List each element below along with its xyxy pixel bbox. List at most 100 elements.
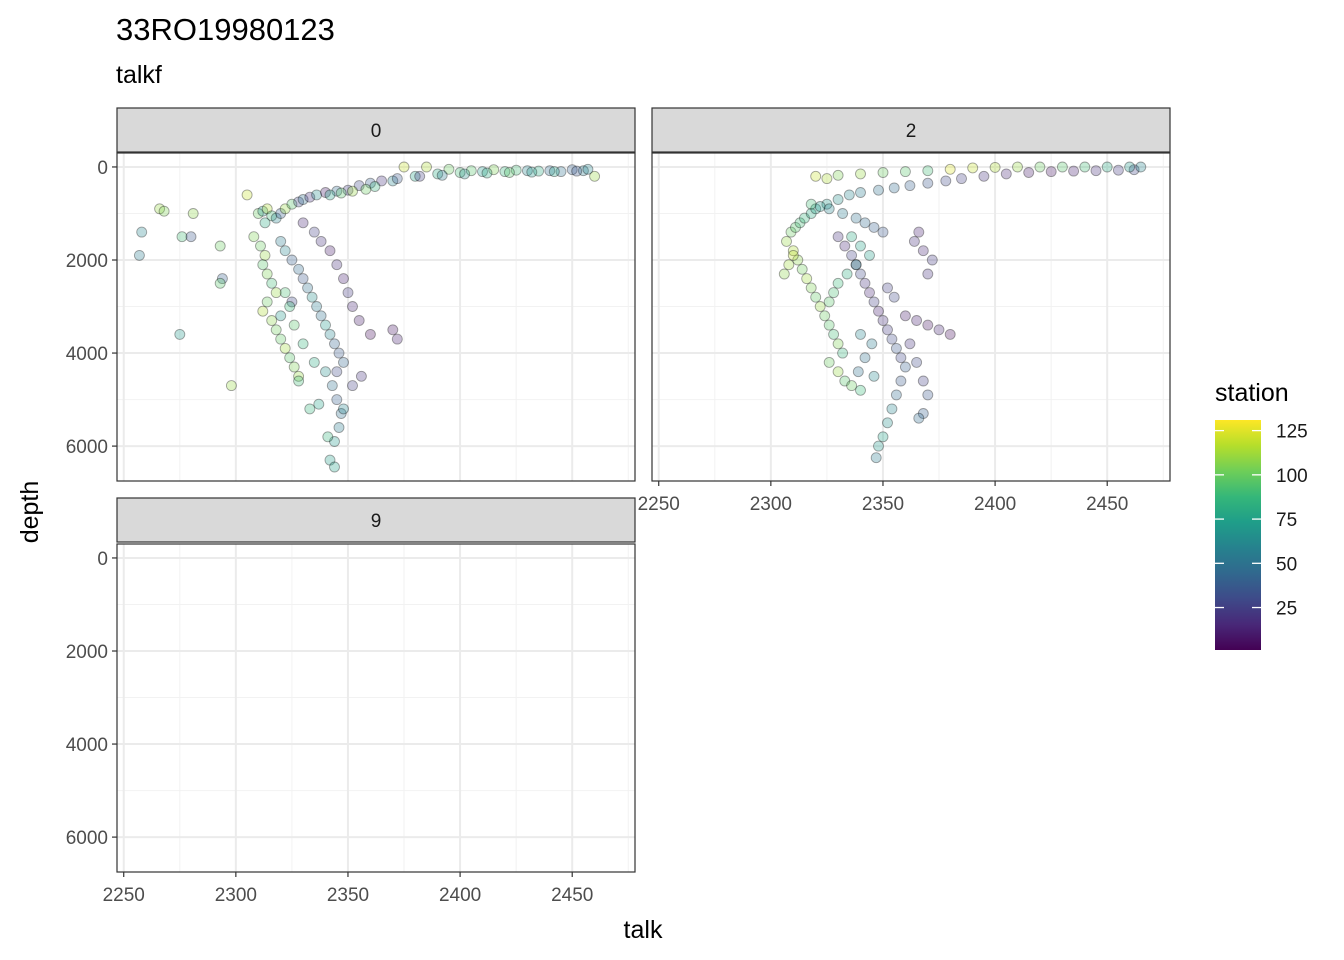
data-point: [279, 342, 291, 354]
data-point: [787, 245, 799, 257]
data-point: [270, 324, 282, 336]
data-point: [364, 328, 376, 340]
data-point: [890, 389, 902, 401]
data-point: [917, 245, 929, 257]
data-point: [787, 249, 799, 261]
data-point: [335, 408, 347, 419]
data-point: [850, 212, 862, 224]
data-point: [548, 166, 560, 178]
panel-background: [117, 544, 635, 872]
data-point: [443, 163, 455, 175]
data-point: [555, 166, 567, 178]
data-point: [338, 403, 349, 415]
data-point: [158, 205, 170, 217]
data-point: [266, 277, 278, 289]
data-point: [465, 165, 477, 177]
data-point: [421, 161, 432, 173]
data-point: [886, 333, 898, 345]
data-point: [956, 173, 967, 185]
data-point: [814, 201, 826, 212]
data-point: [944, 328, 956, 340]
data-point: [877, 431, 889, 443]
data-point: [832, 277, 844, 289]
data-point: [589, 170, 601, 182]
data-point: [917, 408, 929, 419]
data-point: [810, 291, 822, 303]
data-point: [810, 203, 822, 215]
data-point: [1124, 161, 1136, 173]
data-point: [1079, 161, 1091, 173]
data-point: [414, 170, 426, 182]
data-point: [823, 296, 835, 308]
x-tick-label: 2450: [551, 885, 593, 906]
data-point: [331, 259, 343, 271]
data-point: [866, 338, 878, 350]
y-tick-label: 6000: [66, 828, 108, 849]
data-point: [895, 375, 907, 387]
facet-strip: [116, 497, 636, 543]
data-point: [293, 196, 305, 208]
data-point: [324, 189, 336, 201]
data-point: [1000, 168, 1012, 180]
data-point: [360, 183, 372, 195]
data-point: [477, 166, 488, 178]
data-point: [133, 249, 145, 261]
data-point: [257, 205, 269, 217]
data-point: [369, 181, 381, 192]
data-point: [324, 328, 336, 340]
data-point: [286, 198, 298, 210]
data-point: [859, 217, 871, 229]
data-point: [922, 165, 934, 177]
data-point: [933, 324, 945, 336]
data-point: [320, 319, 331, 331]
legend-tick-label: 100: [1276, 466, 1308, 487]
data-point: [989, 161, 1001, 173]
data-point: [176, 231, 188, 243]
data-point: [913, 226, 925, 238]
y-tick-label: 0: [97, 549, 108, 570]
data-point: [331, 185, 343, 197]
data-point: [864, 287, 875, 299]
data-point: [823, 319, 835, 331]
data-point: [832, 231, 844, 243]
data-point: [279, 245, 291, 257]
data-point: [333, 422, 345, 433]
data-point: [293, 370, 305, 382]
data-point: [1045, 166, 1057, 178]
data-point: [899, 166, 911, 178]
data-point: [275, 208, 287, 219]
data-point: [922, 319, 934, 331]
data-point: [839, 375, 851, 387]
data-point: [944, 163, 956, 175]
data-point: [275, 235, 287, 247]
x-tick-label: 2250: [103, 885, 145, 906]
data-point: [922, 177, 934, 189]
data-point: [214, 240, 226, 252]
data-point: [293, 375, 305, 387]
x-tick-label: 2300: [750, 494, 792, 515]
data-point: [882, 324, 893, 336]
data-point: [843, 189, 855, 201]
data-point: [785, 226, 797, 238]
data-point: [978, 170, 990, 182]
data-point: [241, 189, 253, 201]
data-point: [783, 259, 795, 271]
data-point: [304, 403, 316, 415]
data-point: [868, 370, 880, 382]
data-point: [376, 175, 388, 187]
data-point: [832, 194, 844, 205]
data-point: [297, 338, 309, 350]
data-point: [913, 412, 925, 424]
data-point: [270, 287, 282, 299]
x-tick-label: 2400: [974, 494, 1016, 515]
data-point: [261, 268, 273, 280]
data-point: [454, 167, 466, 178]
data-point: [828, 328, 840, 340]
data-point: [331, 366, 343, 378]
data-point: [342, 287, 354, 299]
data-point: [868, 221, 880, 233]
chart-subtitle: talkf: [116, 61, 162, 89]
facet-panel-9: 9 0 2000 4000 6000 2250 2300 2350 2400 2450: [66, 497, 636, 906]
color-legend: station 25 50 75 100 125: [1215, 379, 1308, 650]
